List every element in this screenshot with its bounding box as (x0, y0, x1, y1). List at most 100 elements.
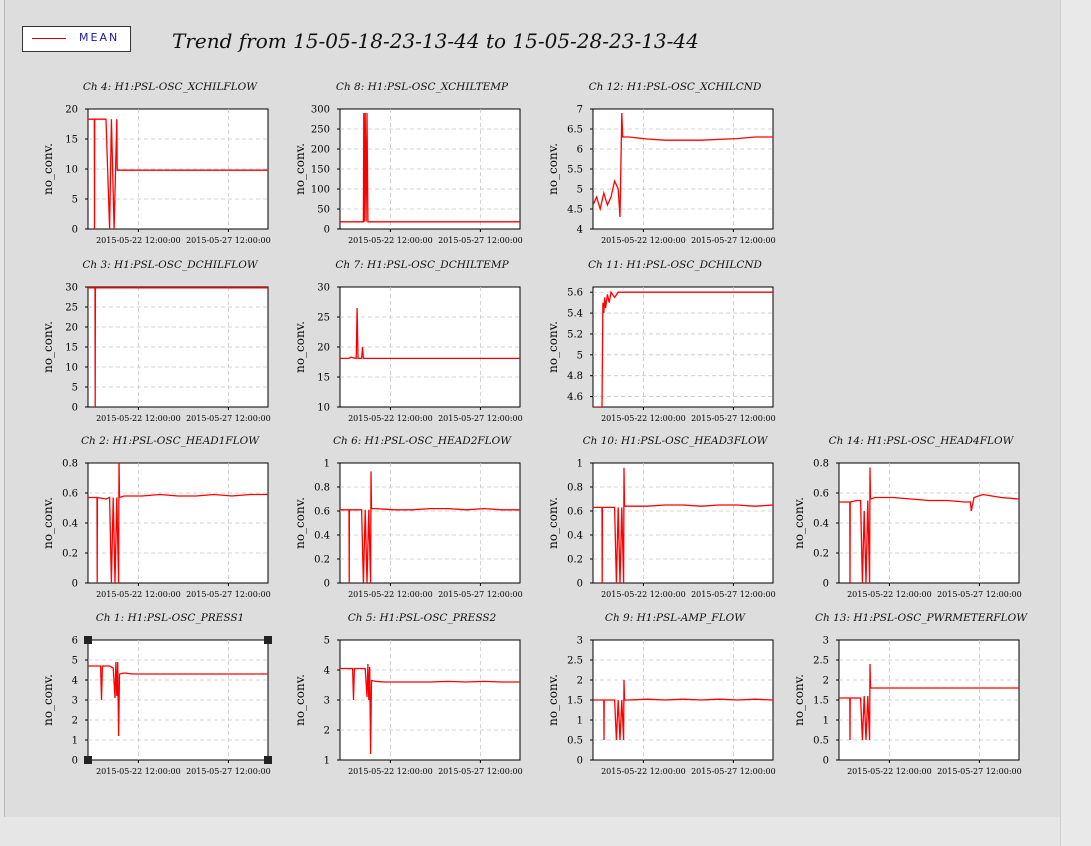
x-tick-label: 2015-05-27 12:00:00 (186, 236, 271, 245)
y-tick-label: 5 (577, 185, 583, 196)
chart-panel: Ch 13: H1:PSL-OSC_PWRMETERFLOW 0 0.5 1 1.5 2 2… (792, 612, 1028, 776)
y-axis-label: no_conv. (546, 497, 560, 549)
chart-title: Ch 12: H1:PSL-OSC_XCHILCND (589, 81, 762, 93)
y-tick-label: 0.8 (567, 483, 583, 494)
y-tick-label: 10 (65, 165, 78, 176)
y-tick-label: 0.2 (62, 549, 78, 560)
series-line (88, 287, 268, 407)
plot-area (339, 286, 521, 408)
x-tick-label: 2015-05-27 12:00:00 (438, 236, 523, 245)
plot-area (87, 639, 269, 761)
y-tick-label: 0.2 (314, 555, 330, 566)
y-axis-label: no_conv. (293, 497, 307, 549)
x-tick-label: 2015-05-27 12:00:00 (691, 236, 776, 245)
y-tick-label: 0 (577, 756, 583, 767)
x-tick-label: 2015-05-22 12:00:00 (348, 590, 433, 599)
y-tick-label: 5 (324, 636, 330, 647)
chart-panel: Ch 14: H1:PSL-OSC_HEAD4FLOW 0 0.2 0.4 0.6 0.8… (792, 435, 1022, 599)
chart-title: Ch 7: H1:PSL-OSC_DCHILTEMP (335, 259, 509, 271)
chart-panel: Ch 1: H1:PSL-OSC_PRESS1 0 1 2 3 4 5 6 2015-05-22… (41, 612, 272, 776)
y-tick-label: 5 (72, 656, 78, 667)
chart-title: Ch 6: H1:PSL-OSC_HEAD2FLOW (333, 435, 512, 447)
y-axis-label: no_conv. (293, 143, 307, 195)
x-tick-label: 2015-05-22 12:00:00 (348, 414, 433, 423)
y-tick-label: 1 (823, 716, 829, 727)
chart-title: Ch 13: H1:PSL-OSC_PWRMETERFLOW (815, 612, 1028, 624)
x-tick-label: 2015-05-27 12:00:00 (186, 590, 271, 599)
y-tick-label: 0.4 (314, 531, 330, 542)
resize-handle[interactable] (84, 636, 92, 644)
y-tick-label: 4 (324, 666, 330, 677)
plot-area (87, 286, 269, 408)
series-line (593, 679, 773, 741)
y-tick-label: 1 (577, 459, 583, 470)
resize-handle[interactable] (264, 636, 272, 644)
plot-area (339, 639, 521, 761)
x-tick-label: 2015-05-27 12:00:00 (691, 590, 776, 599)
series-line (593, 112, 773, 218)
y-tick-label: 10 (65, 363, 78, 374)
y-tick-label: 1 (577, 716, 583, 727)
x-tick-label: 2015-05-22 12:00:00 (348, 236, 433, 245)
series-line (839, 467, 1019, 583)
x-tick-label: 2015-05-22 12:00:00 (601, 590, 686, 599)
series-line (340, 307, 520, 360)
x-tick-label: 2015-05-22 12:00:00 (601, 767, 686, 776)
y-tick-label: 0.5 (567, 736, 583, 747)
legend: MEAN (22, 26, 131, 52)
y-tick-label: 6.5 (567, 125, 583, 136)
x-tick-label: 2015-05-27 12:00:00 (937, 767, 1022, 776)
series-line (340, 471, 520, 583)
chart-panel: Ch 7: H1:PSL-OSC_DCHILTEMP 10 15 20 25 30 2015… (293, 259, 523, 423)
x-tick-label: 2015-05-22 12:00:00 (348, 767, 433, 776)
y-tick-label: 5.5 (567, 165, 583, 176)
y-tick-label: 2 (324, 726, 330, 737)
x-tick-label: 2015-05-22 12:00:00 (96, 767, 181, 776)
y-tick-label: 0 (324, 579, 330, 590)
y-tick-label: 20 (65, 105, 78, 116)
y-tick-label: 0.6 (314, 507, 330, 518)
y-tick-label: 6 (577, 145, 583, 156)
series-line (593, 467, 773, 583)
chart-panel: Ch 3: H1:PSL-OSC_DCHILFLOW 0 5 10 15 20 25 30 20… (41, 259, 271, 423)
y-axis-label: no_conv. (546, 321, 560, 373)
y-tick-label: 3 (324, 696, 330, 707)
y-tick-label: 30 (317, 283, 330, 294)
y-axis-label: no_conv. (41, 321, 55, 373)
y-tick-label: 4.8 (567, 371, 583, 382)
y-tick-label: 200 (311, 145, 330, 156)
chart-panel: Ch 2: H1:PSL-OSC_HEAD1FLOW 0 0.2 0.4 0.6 0.8 2… (41, 435, 271, 599)
x-tick-label: 2015-05-27 12:00:00 (691, 414, 776, 423)
y-tick-label: 25 (65, 303, 78, 314)
y-tick-label: 0.4 (62, 519, 78, 530)
y-tick-label: 15 (65, 343, 78, 354)
y-tick-label: 7 (577, 105, 583, 116)
chart-title: Ch 4: H1:PSL-OSC_XCHILFLOW (83, 81, 258, 93)
y-axis-label: no_conv. (41, 674, 55, 726)
y-tick-label: 20 (317, 343, 330, 354)
y-tick-label: 50 (317, 205, 330, 216)
y-tick-label: 1 (324, 459, 330, 470)
x-tick-label: 2015-05-22 12:00:00 (601, 414, 686, 423)
resize-handle[interactable] (264, 756, 272, 764)
chart-panel: Ch 4: H1:PSL-OSC_XCHILFLOW 0 5 10 15 20 2015-0… (41, 81, 271, 245)
y-tick-label: 250 (311, 125, 330, 136)
series-line (88, 463, 268, 583)
y-tick-label: 5 (72, 195, 78, 206)
y-tick-label: 15 (317, 373, 330, 384)
y-tick-label: 3 (577, 636, 583, 647)
x-tick-label: 2015-05-27 12:00:00 (937, 590, 1022, 599)
resize-handle[interactable] (84, 756, 92, 764)
y-axis-label: no_conv. (41, 143, 55, 195)
y-tick-label: 1 (72, 736, 78, 747)
y-tick-label: 0.6 (567, 507, 583, 518)
y-tick-label: 4.5 (567, 205, 583, 216)
y-tick-label: 0 (823, 579, 829, 590)
series-line (88, 118, 268, 229)
y-tick-label: 0 (324, 225, 330, 236)
x-tick-label: 2015-05-27 12:00:00 (691, 767, 776, 776)
y-tick-label: 2.5 (567, 656, 583, 667)
y-tick-label: 3 (823, 636, 829, 647)
y-tick-label: 0 (577, 579, 583, 590)
